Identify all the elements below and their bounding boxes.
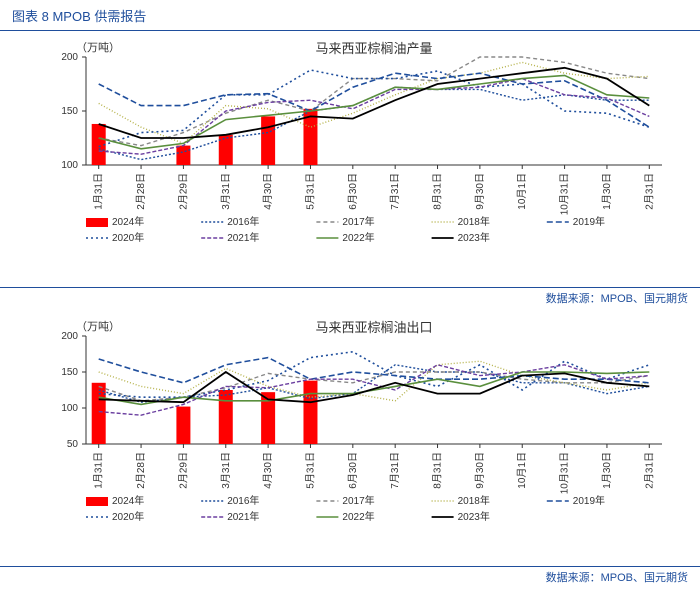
svg-text:5月31日: 5月31日 bbox=[304, 452, 316, 489]
svg-text:2月28日: 2月28日 bbox=[135, 452, 147, 489]
svg-text:2022年: 2022年 bbox=[342, 231, 374, 244]
svg-text:150: 150 bbox=[61, 106, 78, 117]
svg-text:1月31日: 1月31日 bbox=[93, 173, 105, 210]
svg-text:5月31日: 5月31日 bbox=[304, 173, 316, 210]
svg-text:4月30日: 4月30日 bbox=[262, 173, 274, 210]
source-text: 数据来源：MPOB、国元期货 bbox=[546, 572, 688, 584]
svg-text:50: 50 bbox=[67, 439, 79, 450]
svg-text:3月31日: 3月31日 bbox=[220, 452, 232, 489]
figure-title: 图表 8 MPOB 供需报告 bbox=[12, 9, 146, 24]
svg-text:2020年: 2020年 bbox=[112, 510, 144, 523]
svg-text:10月31日: 10月31日 bbox=[559, 452, 571, 494]
svg-text:（万吨）: （万吨） bbox=[76, 320, 120, 333]
figure-container: 图表 8 MPOB 供需报告 100150200（万吨）马来西亚棕榈油产量1月3… bbox=[0, 0, 700, 589]
svg-text:2016年: 2016年 bbox=[227, 215, 259, 228]
source-bar-2: 数据来源：MPOB、国元期货 bbox=[0, 566, 700, 589]
svg-text:2018年: 2018年 bbox=[458, 215, 490, 228]
svg-text:1月31日: 1月31日 bbox=[93, 452, 105, 489]
svg-text:150: 150 bbox=[61, 367, 78, 378]
svg-text:2019年: 2019年 bbox=[573, 494, 605, 507]
svg-text:8月31日: 8月31日 bbox=[432, 452, 444, 489]
svg-text:3月31日: 3月31日 bbox=[220, 173, 232, 210]
svg-text:1月30日: 1月30日 bbox=[601, 452, 613, 489]
svg-text:2024年: 2024年 bbox=[112, 494, 144, 507]
svg-text:2017年: 2017年 bbox=[342, 494, 374, 507]
svg-text:2021年: 2021年 bbox=[227, 510, 259, 523]
source-bar-1: 数据来源：MPOB、国元期货 bbox=[0, 287, 700, 310]
chart-panel-production: 100150200（万吨）马来西亚棕榈油产量1月31日2月28日2月29日3月3… bbox=[0, 31, 700, 287]
svg-text:2016年: 2016年 bbox=[227, 494, 259, 507]
svg-text:2月29日: 2月29日 bbox=[177, 173, 189, 210]
production-chart: 100150200（万吨）马来西亚棕榈油产量1月31日2月28日2月29日3月3… bbox=[22, 35, 678, 285]
source-text: 数据来源：MPOB、国元期货 bbox=[546, 293, 688, 305]
svg-text:100: 100 bbox=[61, 403, 78, 414]
svg-text:2月31日: 2月31日 bbox=[643, 452, 655, 489]
svg-text:2021年: 2021年 bbox=[227, 231, 259, 244]
figure-title-bar: 图表 8 MPOB 供需报告 bbox=[0, 0, 700, 31]
svg-text:9月30日: 9月30日 bbox=[474, 452, 486, 489]
svg-text:2017年: 2017年 bbox=[342, 215, 374, 228]
svg-text:2月31日: 2月31日 bbox=[643, 173, 655, 210]
svg-text:2019年: 2019年 bbox=[573, 215, 605, 228]
svg-text:马来西亚棕榈油出口: 马来西亚棕榈油出口 bbox=[315, 320, 432, 335]
svg-text:10月31日: 10月31日 bbox=[559, 173, 571, 215]
svg-text:2024年: 2024年 bbox=[112, 215, 144, 228]
svg-text:2023年: 2023年 bbox=[458, 231, 490, 244]
svg-text:6月30日: 6月30日 bbox=[347, 173, 359, 210]
svg-text:2020年: 2020年 bbox=[112, 231, 144, 244]
svg-text:2月29日: 2月29日 bbox=[177, 452, 189, 489]
svg-text:9月30日: 9月30日 bbox=[474, 173, 486, 210]
svg-text:4月30日: 4月30日 bbox=[262, 452, 274, 489]
svg-text:（万吨）: （万吨） bbox=[76, 41, 120, 54]
svg-text:8月31日: 8月31日 bbox=[432, 173, 444, 210]
svg-text:马来西亚棕榈油产量: 马来西亚棕榈油产量 bbox=[315, 41, 432, 56]
chart-panel-export: 50100150200（万吨）马来西亚棕榈油出口1月31日2月28日2月29日3… bbox=[0, 310, 700, 566]
svg-text:7月31日: 7月31日 bbox=[389, 173, 401, 210]
svg-text:7月31日: 7月31日 bbox=[389, 452, 401, 489]
svg-text:1月30日: 1月30日 bbox=[601, 173, 613, 210]
svg-text:10月1日: 10月1日 bbox=[516, 452, 528, 489]
svg-text:2023年: 2023年 bbox=[458, 510, 490, 523]
svg-text:100: 100 bbox=[61, 160, 78, 171]
svg-text:6月30日: 6月30日 bbox=[347, 452, 359, 489]
export-chart: 50100150200（万吨）马来西亚棕榈油出口1月31日2月28日2月29日3… bbox=[22, 314, 678, 564]
svg-text:2022年: 2022年 bbox=[342, 510, 374, 523]
svg-text:10月1日: 10月1日 bbox=[516, 173, 528, 210]
svg-text:2018年: 2018年 bbox=[458, 494, 490, 507]
svg-text:2月28日: 2月28日 bbox=[135, 173, 147, 210]
